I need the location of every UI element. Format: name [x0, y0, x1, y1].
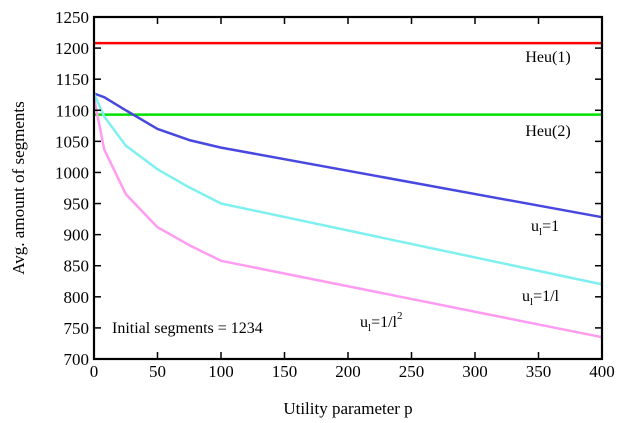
y-tick-label: 750 — [64, 319, 90, 338]
axis-layer: 0 50 100 150 200 250 300 350 400 700 750 800 850 900 9… — [55, 8, 615, 381]
y-tick-label: 1200 — [55, 39, 89, 58]
u3-subscript: l — [368, 322, 371, 334]
x-tick-label: 200 — [335, 362, 361, 381]
x-tick-label: 350 — [526, 362, 552, 381]
x-tick-label: 0 — [90, 362, 99, 381]
y-tick-label: 1100 — [56, 101, 89, 120]
u3-rhs: =1/l — [371, 314, 397, 331]
series-label-u3: ul=1/l2 — [360, 310, 402, 334]
u2-base: u — [522, 288, 530, 305]
y-tick-label: 1250 — [55, 8, 89, 27]
y-tick-label: 1000 — [55, 163, 89, 182]
x-axis-label: Utility parameter p — [283, 399, 412, 418]
series-layer — [92, 41, 603, 339]
y-axis-label: Avg. amount of segments — [9, 101, 28, 274]
y-tick-label: 950 — [64, 195, 90, 214]
u2-subscript: l — [530, 296, 533, 308]
x-tick-label: 300 — [462, 362, 488, 381]
y-tick-label: 850 — [64, 257, 90, 276]
initial-segments-label: Initial segments = 1234 — [112, 320, 263, 337]
x-tick-label: 50 — [149, 362, 166, 381]
heu1-label: Heu(1) — [525, 49, 570, 66]
u3-base: u — [360, 314, 368, 331]
series-label-u1: ul=1 — [531, 218, 559, 238]
u2-rhs: =1/l — [533, 288, 559, 305]
series-line-4 — [92, 97, 603, 339]
y-tick-label: 1050 — [55, 132, 89, 151]
u3-superscript: 2 — [397, 310, 403, 322]
series-label-u2: ul=1/l — [522, 288, 560, 308]
x-tick-label: 250 — [399, 362, 425, 381]
heu2-label: Heu(2) — [525, 123, 570, 140]
x-tick-label: 150 — [272, 362, 298, 381]
y-tick-label: 800 — [64, 288, 90, 307]
x-tick-label: 400 — [589, 362, 615, 381]
u1-subscript: l — [539, 226, 542, 238]
x-tick-label: 100 — [208, 362, 234, 381]
y-tick-label: 1150 — [56, 70, 89, 89]
plot-frame — [92, 15, 604, 361]
u1-base: u — [531, 218, 539, 235]
series-line-3 — [92, 92, 603, 286]
y-tick-label: 900 — [64, 226, 90, 245]
y-tick-label: 700 — [64, 350, 90, 369]
series-line-2 — [93, 92, 603, 219]
u1-rhs: =1 — [542, 218, 559, 235]
